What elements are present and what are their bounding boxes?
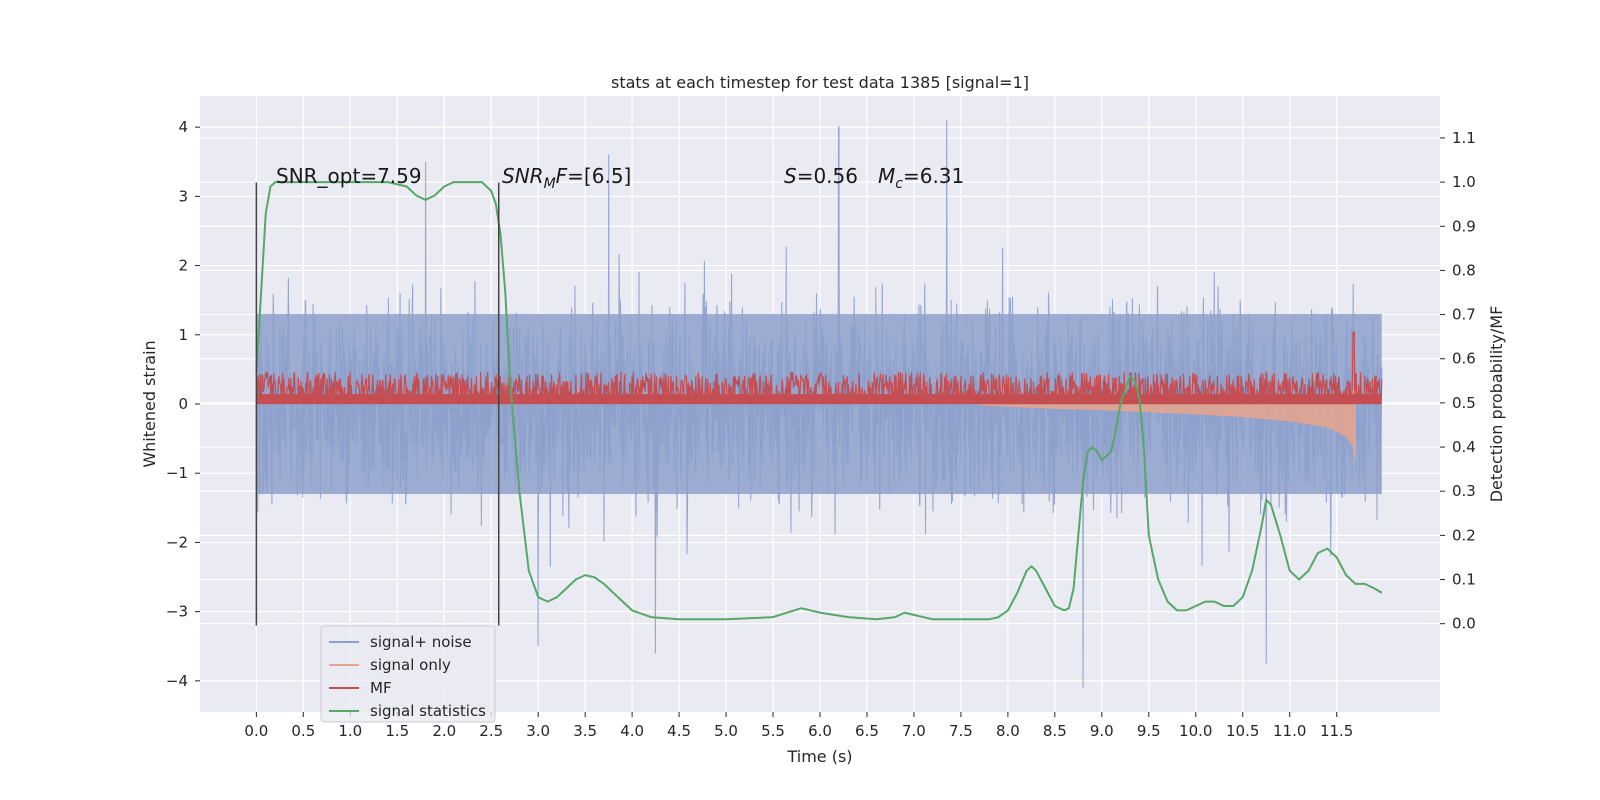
legend-label: MF bbox=[370, 679, 392, 697]
x-tick-label: 3.5 bbox=[573, 722, 597, 740]
x-tick-label: 3.0 bbox=[526, 722, 550, 740]
y-tick-label-left: 4 bbox=[178, 118, 188, 136]
x-tick-label: 11.5 bbox=[1320, 722, 1353, 740]
y-tick-label-left: −1 bbox=[166, 464, 188, 482]
y-tick-label-right: 0.3 bbox=[1452, 482, 1476, 500]
s-label: S bbox=[784, 164, 797, 188]
vertical-markers bbox=[255, 182, 500, 626]
y-tick-label-left: 3 bbox=[178, 187, 188, 205]
x-tick-label: 5.5 bbox=[761, 722, 785, 740]
y-tick-label-right: 0.4 bbox=[1452, 438, 1476, 456]
y-tick-label-right: 0.8 bbox=[1452, 261, 1476, 279]
y-tick-label-right: 0.2 bbox=[1452, 526, 1476, 544]
x-tick-label: 1.0 bbox=[338, 722, 362, 740]
x-tick-label: 10.0 bbox=[1179, 722, 1212, 740]
x-tick-label: 4.5 bbox=[667, 722, 691, 740]
x-tick-label: 7.5 bbox=[949, 722, 973, 740]
x-tick-label: 8.5 bbox=[1043, 722, 1067, 740]
series-layer bbox=[255, 120, 1383, 688]
snr-mf-main: SNR bbox=[502, 164, 544, 188]
mc-value: =6.31 bbox=[903, 164, 964, 188]
x-tick-label: 4.0 bbox=[620, 722, 644, 740]
x-tick-label: 6.0 bbox=[808, 722, 832, 740]
axis-ticks: 0.0 0.5 1.0 1.5 2.0 2.5 3.0 3.5 4.0 4.5 5.0 5.5 6.0 6… bbox=[166, 118, 1476, 740]
y-tick-label-right: 0.6 bbox=[1452, 350, 1476, 368]
series-mf bbox=[256, 331, 1383, 406]
x-tick-label: 6.5 bbox=[855, 722, 879, 740]
y-tick-label-right: 1.0 bbox=[1452, 173, 1476, 191]
series-mf-band bbox=[256, 394, 1382, 405]
snr-mf-value: =[6.5] bbox=[567, 164, 631, 188]
x-tick-label: 11.0 bbox=[1273, 722, 1306, 740]
legend-label: signal+ noise bbox=[370, 633, 472, 651]
x-tick-label: 10.5 bbox=[1226, 722, 1259, 740]
y-axis-label-left: Whitened strain bbox=[140, 340, 159, 467]
annotation-snr-mf: SNRMF=[6.5] bbox=[502, 164, 631, 192]
y-tick-label-right: 0.7 bbox=[1452, 306, 1476, 324]
y-tick-label-right: 1.1 bbox=[1452, 129, 1476, 147]
annotation-snr-opt: SNR_opt=7.59 bbox=[276, 164, 422, 188]
x-tick-label: 2.5 bbox=[479, 722, 503, 740]
x-tick-label: 7.0 bbox=[902, 722, 926, 740]
legend-box bbox=[320, 625, 496, 723]
snr-mf-rest-f: F bbox=[556, 164, 568, 188]
x-axis-label: Time (s) bbox=[786, 747, 852, 766]
s-value: =0.56 bbox=[797, 164, 858, 188]
x-tick-label: 9.0 bbox=[1090, 722, 1114, 740]
mc-label: M bbox=[878, 164, 895, 188]
snr-mf-sub: M bbox=[544, 176, 556, 192]
y-tick-label-left: −3 bbox=[166, 603, 188, 621]
mc-sub: c bbox=[895, 176, 903, 192]
y-tick-label-left: −2 bbox=[166, 533, 188, 551]
series-signal-statistics bbox=[255, 181, 1383, 621]
y-tick-label-left: −4 bbox=[166, 672, 188, 690]
y-tick-label-left: 2 bbox=[178, 257, 188, 275]
legend-label: signal only bbox=[370, 656, 451, 674]
y-tick-label-right: 0.5 bbox=[1452, 394, 1476, 412]
y-tick-label-left: 0 bbox=[178, 395, 188, 413]
legend: signal+ noise signal only MF signal statist… bbox=[320, 625, 496, 723]
x-tick-label: 9.5 bbox=[1137, 722, 1161, 740]
x-tick-label: 0.5 bbox=[291, 722, 315, 740]
x-tick-label: 2.0 bbox=[432, 722, 456, 740]
annotation-mc: Mc=6.31 bbox=[878, 164, 964, 192]
y-tick-label-right: 0.1 bbox=[1452, 571, 1476, 589]
x-tick-label: 5.0 bbox=[714, 722, 738, 740]
y-axis-label-right: Detection probability/MF bbox=[1487, 306, 1506, 503]
annotation-s: S=0.56 bbox=[784, 164, 858, 188]
y-tick-label-right: 0.9 bbox=[1452, 217, 1476, 235]
y-tick-label-right: 0.0 bbox=[1452, 615, 1476, 633]
x-tick-label: 0.0 bbox=[244, 722, 268, 740]
x-tick-label: 1.5 bbox=[385, 722, 409, 740]
y-tick-label-left: 1 bbox=[178, 326, 188, 344]
x-tick-label: 8.0 bbox=[996, 722, 1020, 740]
chart-title: stats at each timestep for test data 138… bbox=[611, 73, 1029, 92]
legend-label: signal statistics bbox=[370, 702, 486, 720]
